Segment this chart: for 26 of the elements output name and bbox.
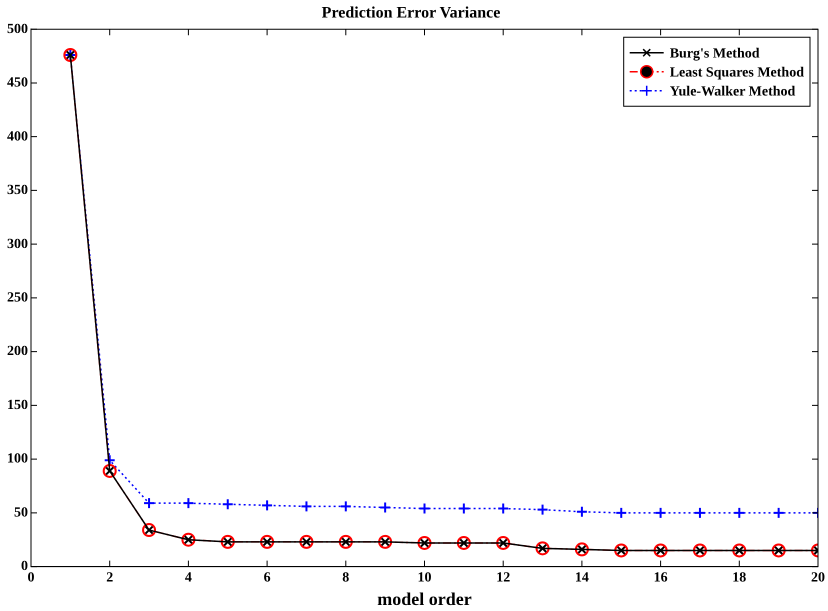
x-tick-label: 18 <box>732 570 746 586</box>
x-tick-label: 6 <box>264 570 271 586</box>
x-tick-label: 14 <box>574 570 589 586</box>
legend-label: Burg's Method <box>670 46 760 62</box>
y-tick-label: 50 <box>14 505 28 520</box>
legend-label: Least Squares Method <box>670 65 804 80</box>
x-tick-label: 8 <box>342 570 350 586</box>
y-tick-label: 300 <box>7 236 28 252</box>
y-tick-label: 350 <box>7 183 28 198</box>
y-tick-label: 0 <box>21 559 28 574</box>
x-tick-label: 10 <box>418 570 432 586</box>
x-tick-label: 4 <box>184 570 192 586</box>
y-tick-label: 100 <box>7 452 28 467</box>
x-tick-label: 2 <box>106 570 114 586</box>
legend-label: Yule-Walker Method <box>670 84 796 100</box>
y-tick-label: 200 <box>7 344 28 360</box>
y-tick-label: 150 <box>7 398 28 413</box>
y-tick-label: 500 <box>7 22 28 37</box>
y-tick-label: 450 <box>7 76 28 91</box>
x-axis-title: model order <box>377 588 472 609</box>
x-tick-label: 12 <box>496 570 510 586</box>
y-tick-label: 400 <box>7 129 28 144</box>
chart-title: Prediction Error Variance <box>322 4 500 22</box>
x-tick-label: 16 <box>654 570 668 586</box>
y-tick-label: 250 <box>7 290 28 306</box>
x-tick-label: 20 <box>811 570 825 586</box>
